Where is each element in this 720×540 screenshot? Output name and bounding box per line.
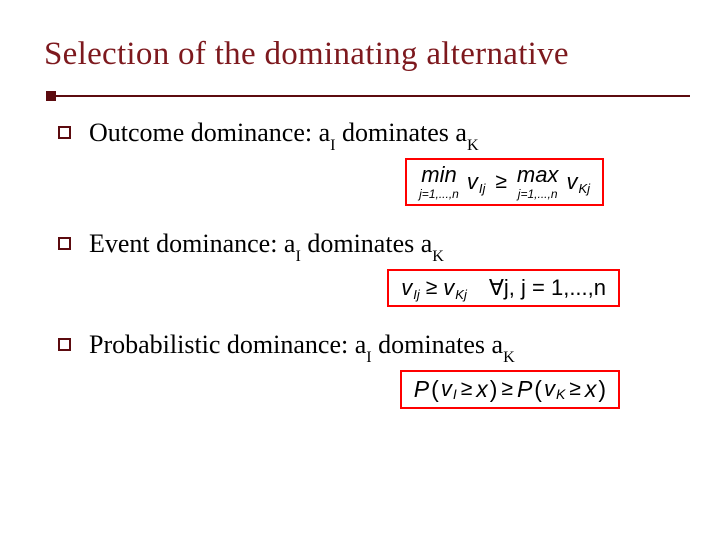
var-sub: Kj [578,181,590,196]
bullet-icon [58,126,71,139]
min-block: min j=1,...,n [419,164,459,200]
content-region: Outcome dominance: aI dominates aK min j… [0,97,720,409]
var-sub: Ij [479,181,486,196]
title-underline-line [46,95,690,97]
max-sub: j=1,...,n [518,188,558,200]
prob-symbol: P [517,376,532,403]
bullet-text-span: dominates a [301,229,432,258]
forall-clause: ∀j, j = 1,...,n [489,275,606,301]
var: v [544,376,555,402]
var: v [566,169,577,195]
bullet-subscript: K [503,349,515,366]
bullet-text-span: Probabilistic dominance: a [89,330,366,359]
bullet-icon [58,237,71,250]
bullet-item: Probabilistic dominance: aI dominates aK [58,327,680,366]
operator-ge: ≥ [461,377,473,401]
bullet-subscript: K [432,248,444,265]
min-label: min [421,164,456,186]
bullet-text: Outcome dominance: aI dominates aK [89,115,479,154]
slide-title: Selection of the dominating alternative [44,36,680,73]
var-sub: I [453,386,457,402]
bullet-text-span: dominates a [336,118,467,147]
bullet-text-span: dominates a [372,330,503,359]
bullet-subscript: I [330,137,335,154]
formula-row: vIj ≥ vKj ∀j, j = 1,...,n [58,269,680,307]
lhs-term: vIj [467,169,486,195]
bullet-subscript: K [467,137,479,154]
rhs-term: vKj [443,275,467,301]
rhs-term: vKj [566,169,590,195]
title-underline [46,95,690,97]
bullet-subscript: I [295,248,300,265]
bullet-text-span: Outcome dominance: a [89,118,330,147]
operator-ge: ≥ [495,170,507,194]
operator-ge: ≥ [426,276,438,300]
formula-box: vIj ≥ vKj ∀j, j = 1,...,n [387,269,620,307]
paren: ) [490,376,498,403]
bullet-subscript: I [366,349,371,366]
min-sub: j=1,...,n [419,188,459,200]
var: v [443,275,454,301]
var-sub: K [556,386,565,402]
var-x: x [476,376,488,403]
bullet-text: Event dominance: aI dominates aK [89,226,444,265]
bullet-text-span: Event dominance: a [89,229,295,258]
formula-row: min j=1,...,n vIj ≥ max j=1,...,n vKj [58,158,680,206]
paren: ( [534,376,542,403]
operator-ge: ≥ [569,377,581,401]
var-sub: Kj [455,287,467,302]
rhs-term: vK [544,376,565,402]
var-sub: Ij [413,287,420,302]
var: v [441,376,452,402]
lhs-term: vIj [401,275,420,301]
operator-ge: ≥ [501,377,513,401]
formula-row: P( vI ≥ x ) ≥ P( vK ≥ x ) [58,370,680,409]
max-block: max j=1,...,n [517,164,559,200]
prob-symbol: P [414,376,429,403]
bullet-icon [58,338,71,351]
formula-box: P( vI ≥ x ) ≥ P( vK ≥ x ) [400,370,620,409]
formula-box: min j=1,...,n vIj ≥ max j=1,...,n vKj [405,158,604,206]
paren: ) [598,376,606,403]
lhs-term: vI [441,376,457,402]
paren: ( [431,376,439,403]
var: v [467,169,478,195]
title-underline-square [46,91,56,101]
var-x: x [585,376,597,403]
title-region: Selection of the dominating alternative [0,0,720,85]
bullet-item: Outcome dominance: aI dominates aK [58,115,680,154]
max-label: max [517,164,559,186]
var: v [401,275,412,301]
bullet-item: Event dominance: aI dominates aK [58,226,680,265]
bullet-text: Probabilistic dominance: aI dominates aK [89,327,515,366]
